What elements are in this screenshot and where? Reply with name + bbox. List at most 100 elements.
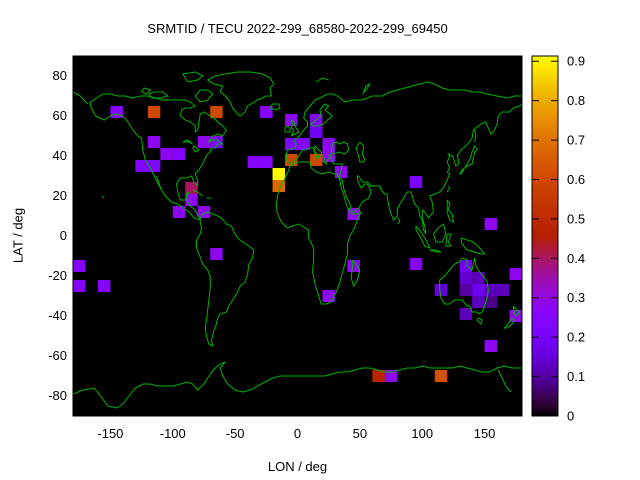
heat-cell [409,258,423,270]
coastline [284,125,291,133]
colorbar-frame [531,55,559,417]
coastline [285,103,522,235]
y-tick-label: -60 [48,348,67,363]
heat-cell [147,106,161,118]
heat-cell [484,284,498,296]
colorbar-gradient [532,56,558,416]
colorbar-tick-label: 0 [567,409,574,424]
colorbar-tick-label: 0.2 [567,330,585,345]
heat-cell [347,260,360,272]
coastline [429,249,442,253]
coastline [148,91,169,99]
coastline [476,317,483,325]
coastline [192,145,200,153]
coastline [309,103,334,127]
colorbar-tick-label: 0.9 [567,54,585,69]
heat-cell [484,296,498,308]
heat-cell [472,296,485,308]
colorbar-tick-label: 0.6 [567,172,585,187]
heat-cell [97,280,111,292]
heat-cell [272,168,286,180]
colorbar-tick-label: 0.7 [567,133,585,148]
heat-cell [260,106,273,118]
coastline [445,233,452,247]
y-tick-label: 20 [53,188,67,203]
x-tick-label: -50 [226,426,245,441]
coastline [362,82,372,95]
coastline [503,317,516,329]
coastline [90,93,228,221]
heat-cell [372,370,385,382]
coastline [269,103,281,111]
coastline [415,225,431,249]
heat-cell [509,310,522,322]
x-tick-label: 0 [294,426,301,441]
heat-cell [160,148,173,160]
coastline [460,237,486,255]
coastline [73,361,522,409]
heat-cell [484,340,498,352]
coastline [192,189,204,197]
coastline [196,211,255,347]
colorbar-tick-label: 0.3 [567,290,585,305]
heat-cell [147,136,161,148]
x-tick-label: 50 [353,426,367,441]
heat-cell [172,206,186,218]
heat-cell [484,218,498,230]
coastline [446,185,451,193]
plot-title: SRMTID / TECU 2022-299_68580-2022-299_69… [147,21,448,36]
coastline [512,305,521,317]
colorbar-tick-label: 0.8 [567,93,585,108]
heat-cell [172,148,186,160]
colorbar-tick-label: 0.1 [567,369,585,384]
heat-cell [459,284,473,296]
colorbar-tick-label: 0.4 [567,251,585,266]
heat-cell [210,106,223,118]
x-tick-label: 150 [474,426,496,441]
heat-cell [384,370,398,382]
heat-cell [285,138,298,150]
coastline [396,217,401,225]
heat-cell [210,248,223,260]
heat-cell [285,154,298,166]
coastline [497,369,512,393]
x-tick-label: -150 [97,426,123,441]
y-tick-label: -20 [48,268,67,283]
coastline [355,141,366,163]
coastline [290,118,300,137]
heat-cell [73,280,86,292]
coastline [73,91,89,105]
coastline [182,139,194,145]
heat-cell [135,160,148,172]
heat-cell [272,180,286,192]
x-axis-label: LON / deg [267,459,328,474]
heat-cell [247,156,261,168]
heat-cell [297,138,310,150]
heat-cell [197,206,211,218]
coastline [181,71,204,83]
coastline [275,161,363,305]
coastline [206,71,275,117]
coastline [315,77,329,83]
y-tick-label: 60 [53,108,67,123]
y-tick-label: -80 [48,388,67,403]
coastline [101,195,105,199]
y-tick-label: -40 [48,308,67,323]
plot-area [73,56,522,416]
heat-cell [459,272,473,284]
coastline [156,175,163,191]
y-tick-label: 80 [53,68,67,83]
coastline [330,141,350,155]
heat-cell [459,260,473,272]
x-tick-label: 100 [411,426,433,441]
coastline [446,199,455,223]
heat-cell [472,284,485,296]
heat-cell [309,154,323,166]
coastline [303,81,522,123]
heat-cell [197,136,211,148]
coastline [459,144,478,175]
coastline [474,129,477,143]
heat-cell [459,308,473,320]
coastline [194,89,214,103]
